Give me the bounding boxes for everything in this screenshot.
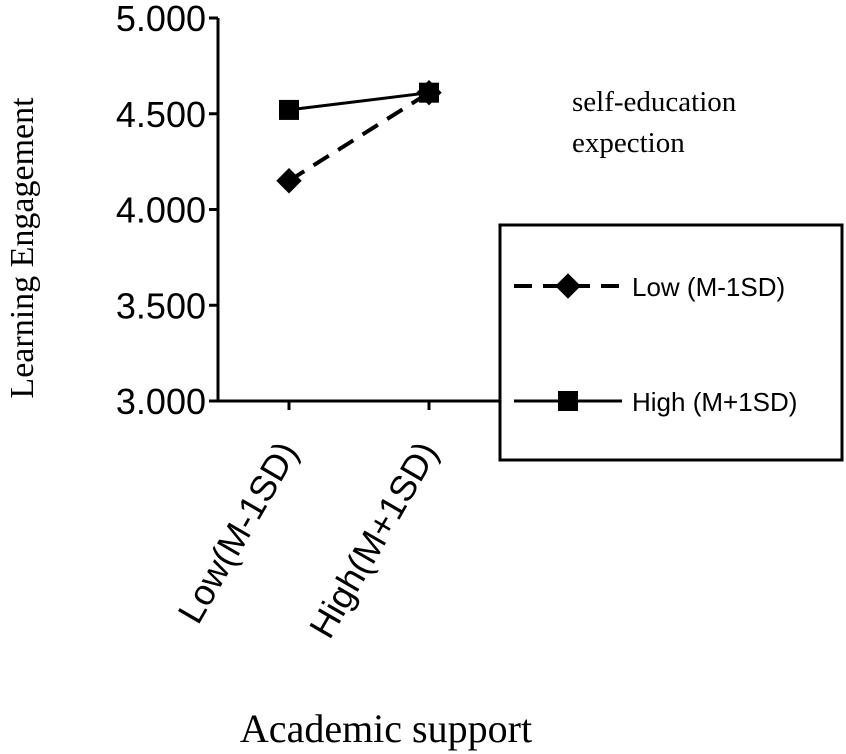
y-tick-label: 3.500: [116, 285, 206, 326]
series-line-1: [288, 91, 430, 112]
legend: Low (M-1SD) High (M+1SD): [498, 223, 844, 462]
x-axis-title: Academic support: [240, 706, 532, 751]
y-tick-label: 4.500: [116, 94, 206, 135]
y-axis-title: Learning Engagement: [4, 97, 41, 399]
legend-marker-high: [558, 391, 578, 411]
legend-label-low: Low (M-1SD): [632, 272, 785, 302]
legend-box: [498, 223, 844, 462]
moderator-label-line-2: expection: [572, 127, 685, 159]
series-0-point-0: [276, 168, 302, 194]
y-tick-label: 3.000: [116, 381, 206, 422]
x-tick-label: Low(M-1SD): [169, 435, 306, 630]
moderator-label-line-1: self-education: [572, 86, 737, 118]
legend-marker-low: [555, 273, 581, 299]
series-1-point-1: [419, 82, 439, 103]
x-tick-label: High(M+1SD): [301, 435, 446, 645]
legend-label-high: High (M+1SD): [632, 387, 797, 417]
series-1-point-0: [279, 99, 299, 120]
y-tick-label: 4.000: [116, 190, 206, 231]
y-tick-label: 5.000: [116, 0, 206, 39]
